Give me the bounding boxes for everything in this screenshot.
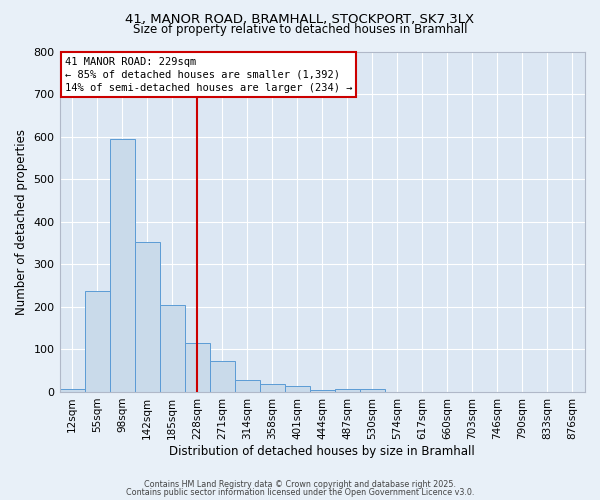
Bar — [360, 388, 385, 392]
Bar — [209, 362, 235, 392]
Bar — [85, 290, 110, 392]
Bar — [260, 384, 285, 392]
Text: Size of property relative to detached houses in Bramhall: Size of property relative to detached ho… — [133, 22, 467, 36]
Text: Contains HM Land Registry data © Crown copyright and database right 2025.: Contains HM Land Registry data © Crown c… — [144, 480, 456, 489]
Bar — [59, 388, 85, 392]
Text: 41 MANOR ROAD: 229sqm
← 85% of detached houses are smaller (1,392)
14% of semi-d: 41 MANOR ROAD: 229sqm ← 85% of detached … — [65, 56, 352, 93]
Bar — [110, 138, 134, 392]
Bar — [134, 242, 160, 392]
Bar — [160, 304, 185, 392]
X-axis label: Distribution of detached houses by size in Bramhall: Distribution of detached houses by size … — [169, 444, 475, 458]
Text: Contains public sector information licensed under the Open Government Licence v3: Contains public sector information licen… — [126, 488, 474, 497]
Bar — [335, 390, 360, 392]
Bar — [310, 390, 335, 392]
Bar — [285, 386, 310, 392]
Bar — [235, 380, 260, 392]
Y-axis label: Number of detached properties: Number of detached properties — [15, 128, 28, 314]
Text: 41, MANOR ROAD, BRAMHALL, STOCKPORT, SK7 3LX: 41, MANOR ROAD, BRAMHALL, STOCKPORT, SK7… — [125, 12, 475, 26]
Bar — [185, 343, 209, 392]
